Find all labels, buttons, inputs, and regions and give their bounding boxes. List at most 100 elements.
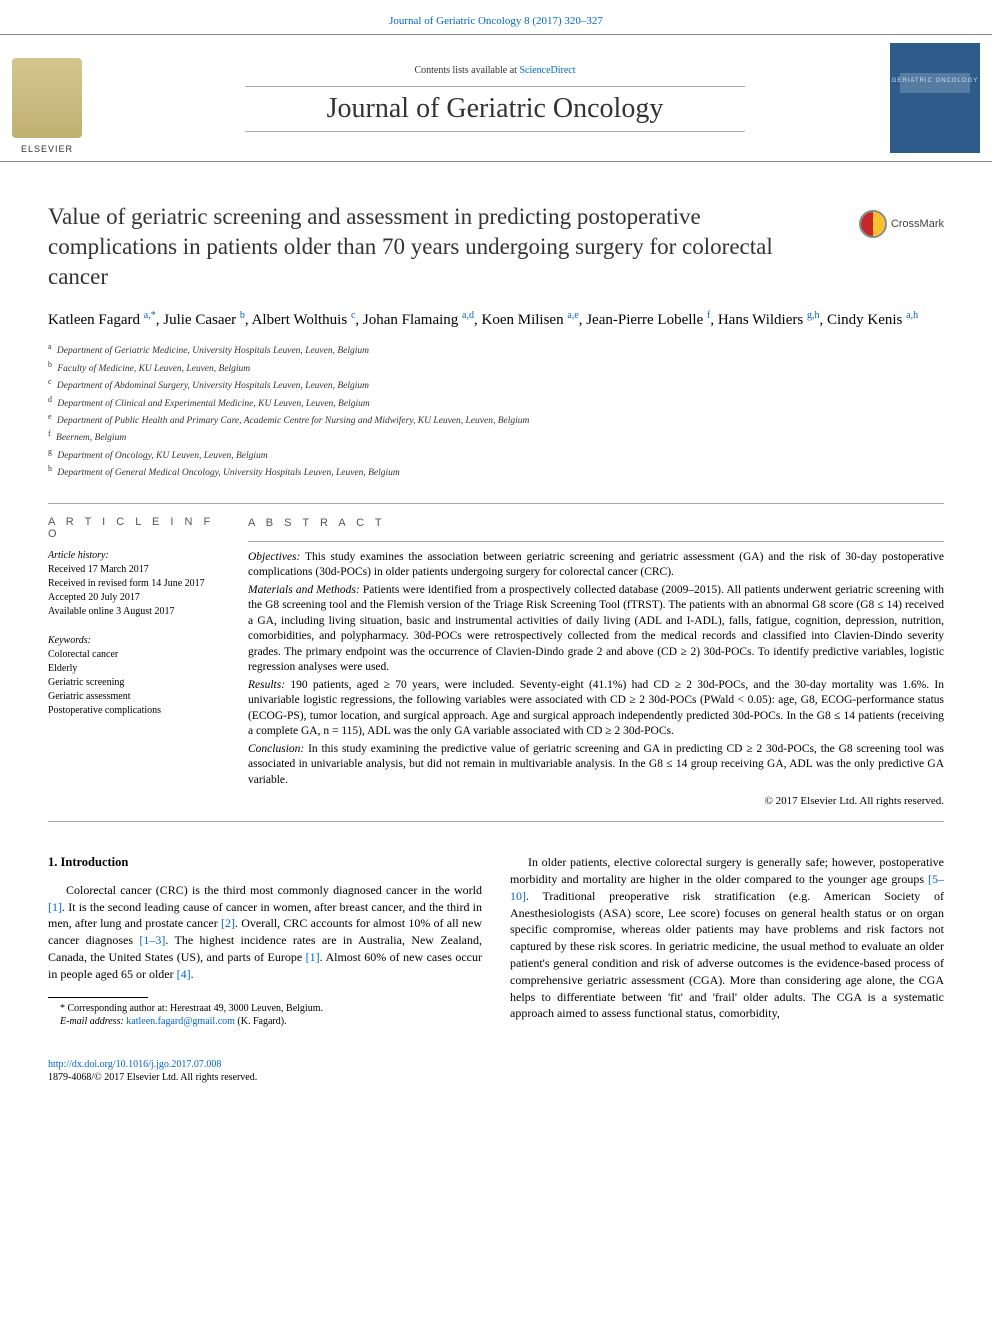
- publisher-logo: [0, 58, 100, 138]
- footnote-separator: [48, 997, 148, 998]
- author-affil-sup: a,h: [906, 310, 918, 321]
- methods-lead: Materials and Methods:: [248, 584, 360, 596]
- abstract-copyright: © 2017 Elsevier Ltd. All rights reserved…: [248, 794, 944, 809]
- author: Julie Casaer b: [163, 312, 245, 328]
- history-label: Article history:: [48, 550, 224, 561]
- history-list: Received 17 March 2017Received in revise…: [48, 563, 224, 619]
- p2-a: In older patients, elective colorectal s…: [510, 855, 944, 886]
- doi-link[interactable]: http://dx.doi.org/10.1016/j.jgo.2017.07.…: [48, 1059, 221, 1070]
- history-entry: Received 17 March 2017: [48, 563, 224, 577]
- journal-reference-link[interactable]: Journal of Geriatric Oncology 8 (2017) 3…: [389, 15, 603, 27]
- journal-header: Contents lists available at ScienceDirec…: [0, 35, 992, 162]
- crossmark-label: CrossMark: [891, 218, 944, 230]
- abstract-methods: Materials and Methods: Patients were ide…: [248, 583, 944, 676]
- author-affil-sup: a,*: [144, 310, 156, 321]
- meta-abstract-row: A R T I C L E I N F O Article history: R…: [0, 516, 992, 809]
- author: Katleen Fagard a,*: [48, 312, 156, 328]
- ref-1-3[interactable]: [1–3]: [139, 933, 165, 947]
- author-affil-sup: f: [707, 310, 710, 321]
- affil-sup: g: [48, 447, 52, 456]
- affil-sup: h: [48, 464, 52, 473]
- history-entry: Available online 3 August 2017: [48, 605, 224, 619]
- history-entry: Received in revised form 14 June 2017: [48, 577, 224, 591]
- abstract-results: Results: 190 patients, aged ≥ 70 years, …: [248, 678, 944, 740]
- affil-sup: c: [48, 377, 52, 386]
- results-text: 190 patients, aged ≥ 70 years, were incl…: [248, 679, 944, 738]
- objectives-text: This study examines the association betw…: [248, 551, 944, 579]
- article-info-label: A R T I C L E I N F O: [48, 516, 224, 540]
- article-header: CrossMark Value of geriatric screening a…: [0, 162, 992, 491]
- history-entry: Accepted 20 July 2017: [48, 591, 224, 605]
- abstract-objectives: Objectives: This study examines the asso…: [248, 550, 944, 581]
- p1-f: .: [191, 967, 194, 981]
- cover-text: GERIATRIC ONCOLOGY: [890, 78, 980, 84]
- author-affil-sup: a,e: [567, 310, 578, 321]
- contents-available-line: Contents lists available at ScienceDirec…: [100, 65, 890, 76]
- keywords-label: Keywords:: [48, 635, 224, 646]
- abstract-label: A B S T R A C T: [248, 516, 944, 531]
- author-affil-sup: c: [351, 310, 355, 321]
- email-label: E-mail address:: [60, 1016, 124, 1027]
- author-list: Katleen Fagard a,*, Julie Casaer b, Albe…: [48, 308, 944, 332]
- top-reference-bar: Journal of Geriatric Oncology 8 (2017) 3…: [0, 0, 992, 35]
- p2-b: . Traditional preoperative risk stratifi…: [510, 889, 944, 1021]
- ref-1b[interactable]: [1]: [306, 950, 320, 964]
- affil-sup: b: [48, 360, 52, 369]
- corresponding-author-footnote: * Corresponding author at: Herestraat 49…: [48, 1002, 482, 1028]
- methods-text: Patients were identified from a prospect…: [248, 584, 944, 674]
- conclusion-lead: Conclusion:: [248, 743, 304, 755]
- author: Albert Wolthuis c: [252, 312, 356, 328]
- keywords-list: Colorectal cancerElderlyGeriatric screen…: [48, 648, 224, 718]
- author: Cindy Kenis a,h: [827, 312, 918, 328]
- section-divider: [48, 503, 944, 504]
- abstract-rule: [248, 541, 944, 542]
- ref-1[interactable]: [1]: [48, 900, 62, 914]
- keyword: Postoperative complications: [48, 704, 224, 718]
- contents-prefix: Contents lists available at: [414, 65, 519, 76]
- body-column-right: In older patients, elective colorectal s…: [510, 854, 944, 1027]
- objectives-lead: Objectives:: [248, 551, 300, 563]
- affiliation: f Beernem, Belgium: [48, 428, 944, 445]
- keyword: Geriatric screening: [48, 676, 224, 690]
- affil-sup: e: [48, 412, 52, 421]
- intro-paragraph-1: Colorectal cancer (CRC) is the third mos…: [48, 882, 482, 983]
- affiliation: e Department of Public Health and Primar…: [48, 411, 944, 428]
- article-title: Value of geriatric screening and assessm…: [48, 202, 944, 292]
- author-affil-sup: b: [240, 310, 245, 321]
- p1-a: Colorectal cancer (CRC) is the third mos…: [66, 883, 482, 897]
- author-affil-sup: g,h: [807, 310, 820, 321]
- ref-2[interactable]: [2]: [221, 916, 235, 930]
- body-columns: 1. Introduction Colorectal cancer (CRC) …: [0, 834, 992, 1037]
- author: Jean-Pierre Lobelle f: [586, 312, 710, 328]
- conclusion-text: In this study examining the predictive v…: [248, 743, 944, 786]
- email-suffix: (K. Fagard).: [235, 1016, 287, 1027]
- keyword: Elderly: [48, 662, 224, 676]
- abstract-column: A B S T R A C T Objectives: This study e…: [248, 516, 944, 809]
- author: Hans Wildiers g,h: [718, 312, 820, 328]
- header-center: Contents lists available at ScienceDirec…: [100, 65, 890, 132]
- keyword: Geriatric assessment: [48, 690, 224, 704]
- crossmark-icon: [859, 210, 887, 238]
- crossmark-badge[interactable]: CrossMark: [859, 210, 944, 238]
- affil-sup: f: [48, 429, 51, 438]
- sciencedirect-link[interactable]: ScienceDirect: [519, 65, 575, 76]
- ref-4[interactable]: [4]: [177, 967, 191, 981]
- section-divider: [48, 821, 944, 822]
- affiliation: g Department of Oncology, KU Leuven, Leu…: [48, 446, 944, 463]
- affiliation: b Faculty of Medicine, KU Leuven, Leuven…: [48, 359, 944, 376]
- corr-line: * Corresponding author at: Herestraat 49…: [48, 1002, 482, 1015]
- page-footer: http://dx.doi.org/10.1016/j.jgo.2017.07.…: [0, 1038, 992, 1094]
- journal-title: Journal of Geriatric Oncology: [245, 86, 745, 132]
- affil-sup: d: [48, 395, 52, 404]
- results-lead: Results:: [248, 679, 285, 691]
- journal-cover-thumbnail: GERIATRIC ONCOLOGY: [890, 43, 980, 153]
- author: Johan Flamaing a,d: [363, 312, 474, 328]
- affiliation: c Department of Abdominal Surgery, Unive…: [48, 376, 944, 393]
- abstract-conclusion: Conclusion: In this study examining the …: [248, 742, 944, 789]
- corr-email-link[interactable]: katleen.fagard@gmail.com: [126, 1016, 235, 1027]
- author-affil-sup: a,d: [462, 310, 474, 321]
- affil-sup: a: [48, 342, 52, 351]
- elsevier-tree-icon: [12, 58, 82, 138]
- body-column-left: 1. Introduction Colorectal cancer (CRC) …: [48, 854, 482, 1027]
- article-info-column: A R T I C L E I N F O Article history: R…: [48, 516, 248, 809]
